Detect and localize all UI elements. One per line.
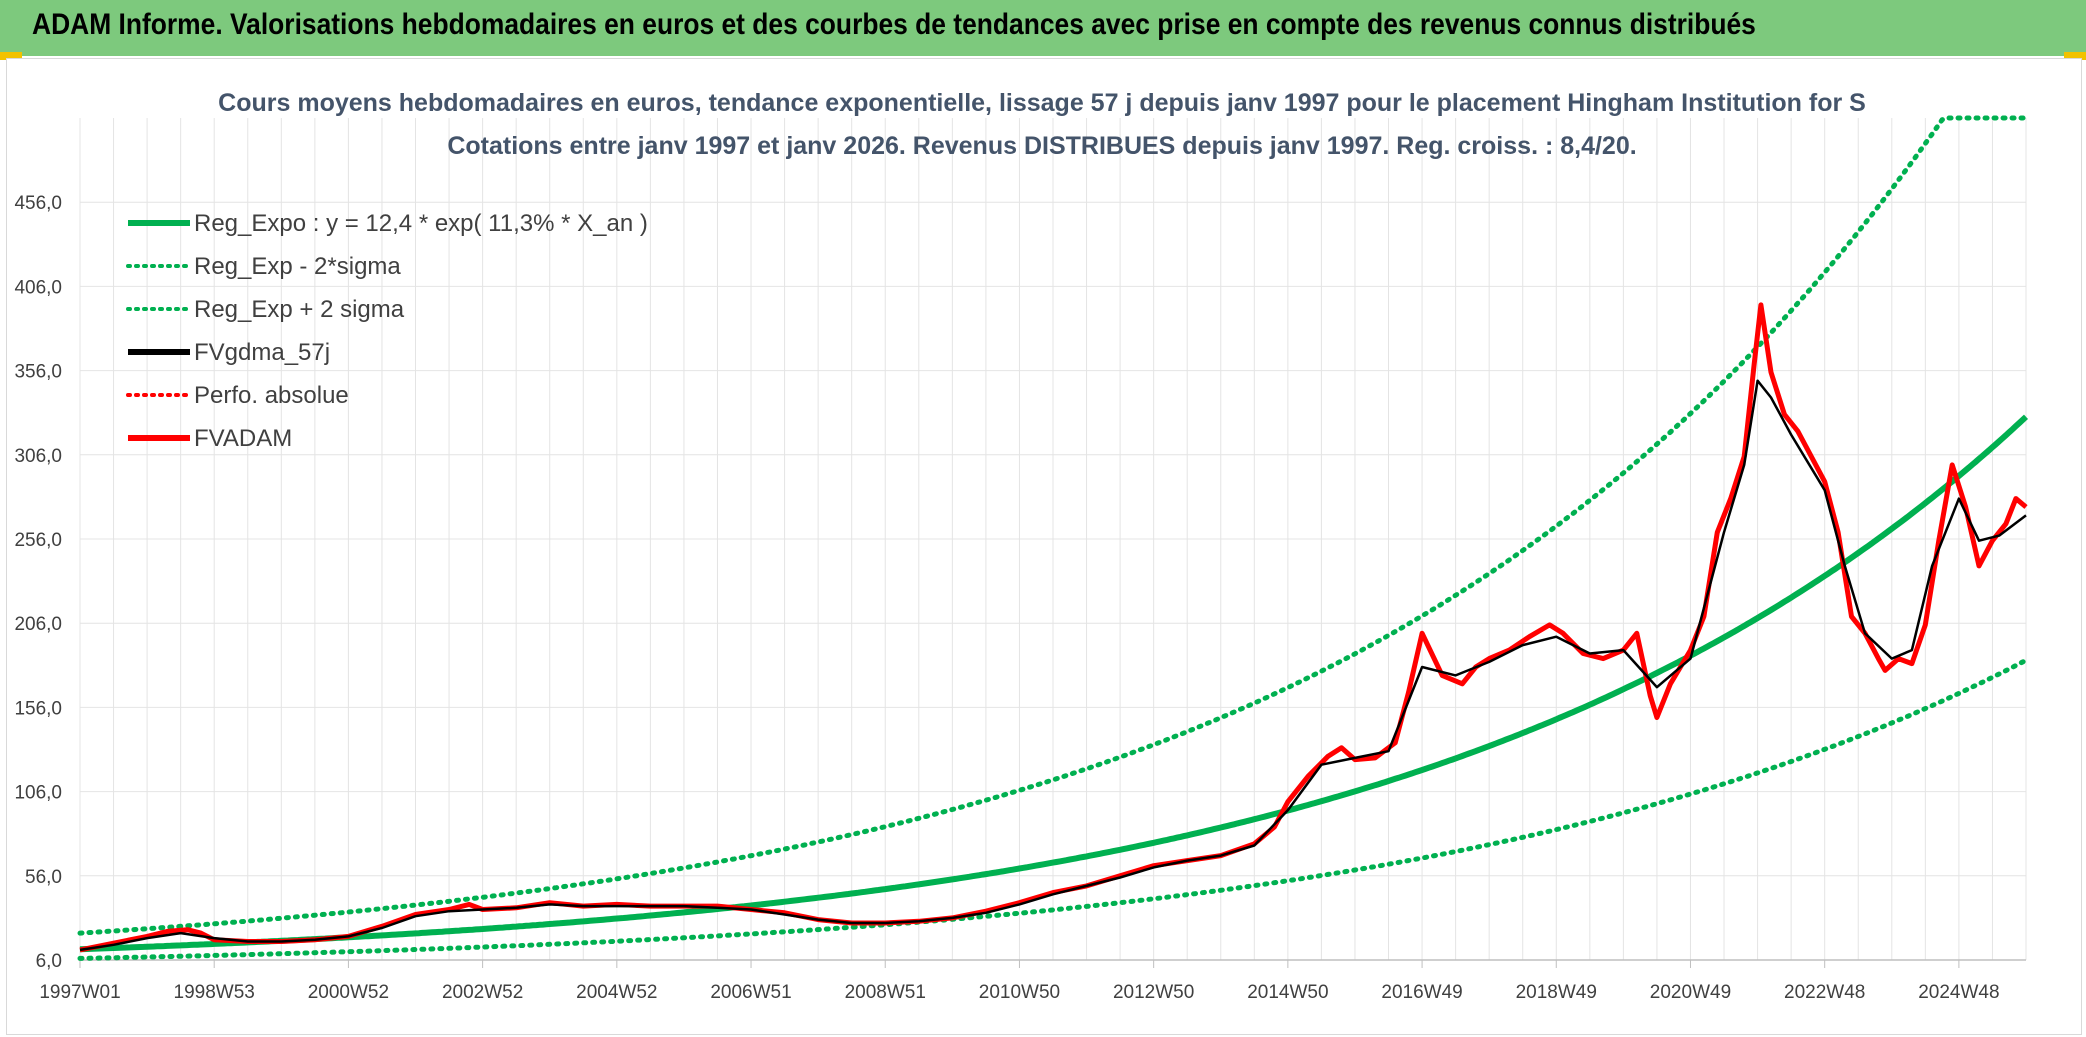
- x-tick-label: 2016W49: [1381, 982, 1462, 1003]
- reg-exp-plus-2sigma-curve: [77, 115, 2029, 936]
- x-tick-label: 1997W01: [39, 982, 120, 1003]
- legend-label: Reg_Exp - 2*sigma: [194, 253, 401, 280]
- legend: Reg_Expo : y = 12,4 * exp( 11,3% * X_an …: [126, 210, 648, 452]
- x-tick-label: 2004W52: [576, 982, 657, 1003]
- report-title: ADAM Informe. Valorisations hebdomadaire…: [32, 8, 1756, 41]
- x-tick-label: 2000W52: [308, 982, 389, 1003]
- legend-label: Perfo. absolue: [194, 382, 349, 409]
- y-tick-label: 206,0: [14, 614, 62, 635]
- x-tick-label: 2014W50: [1247, 982, 1328, 1003]
- report-header: ADAM Informe. Valorisations hebdomadaire…: [0, 0, 2086, 56]
- legend-label: Reg_Expo : y = 12,4 * exp( 11,3% * X_an …: [194, 210, 648, 237]
- x-tick-label: 2012W50: [1113, 982, 1194, 1003]
- x-tick-label: 2022W48: [1784, 982, 1865, 1003]
- x-tick-label: 2018W49: [1516, 982, 1597, 1003]
- corner-mark-left: [0, 52, 22, 60]
- y-tick-label: 356,0: [14, 362, 62, 383]
- y-tick-label: 156,0: [14, 698, 62, 719]
- y-tick-label: 106,0: [14, 783, 62, 804]
- y-tick-label: 406,0: [14, 277, 62, 298]
- y-tick-label: 56,0: [25, 867, 62, 888]
- chart-title-line1: Cours moyens hebdomadaires en euros, ten…: [218, 89, 1866, 117]
- chart-title-line2: Cotations entre janv 1997 et janv 2026. …: [447, 132, 1636, 160]
- x-tick-label: 2010W50: [979, 982, 1060, 1003]
- x-tick-label: 2006W51: [710, 982, 791, 1003]
- legend-label: Reg_Exp + 2 sigma: [194, 296, 405, 323]
- reg-exp-minus-2sigma-curve: [77, 657, 2029, 961]
- y-tick-label: 306,0: [14, 446, 62, 467]
- chart-panel: [6, 58, 2082, 1035]
- legend-label: FVgdma_57j: [194, 339, 330, 366]
- curves: [77, 115, 2029, 961]
- x-tick-label: 2008W51: [845, 982, 926, 1003]
- x-tick-label: 1998W53: [174, 982, 255, 1003]
- x-tick-label: 2002W52: [442, 982, 523, 1003]
- x-tick-label: 2020W49: [1650, 982, 1731, 1003]
- y-tick-label: 256,0: [14, 530, 62, 551]
- x-tick-label: 2024W48: [1918, 982, 1999, 1003]
- fvgdma-57j-series-line: [79, 379, 2027, 952]
- grid: [79, 118, 2027, 961]
- axes: 6,0 56,0 106,0 156,0 206,0 256,0 306,0 356,0 406…: [14, 193, 2026, 1003]
- y-tick-label: 456,0: [14, 193, 62, 214]
- legend-label: FVADAM: [194, 425, 292, 452]
- y-tick-label: 6,0: [36, 951, 62, 972]
- corner-mark-right: [2064, 52, 2086, 60]
- reg-expo-curve: [79, 414, 2029, 953]
